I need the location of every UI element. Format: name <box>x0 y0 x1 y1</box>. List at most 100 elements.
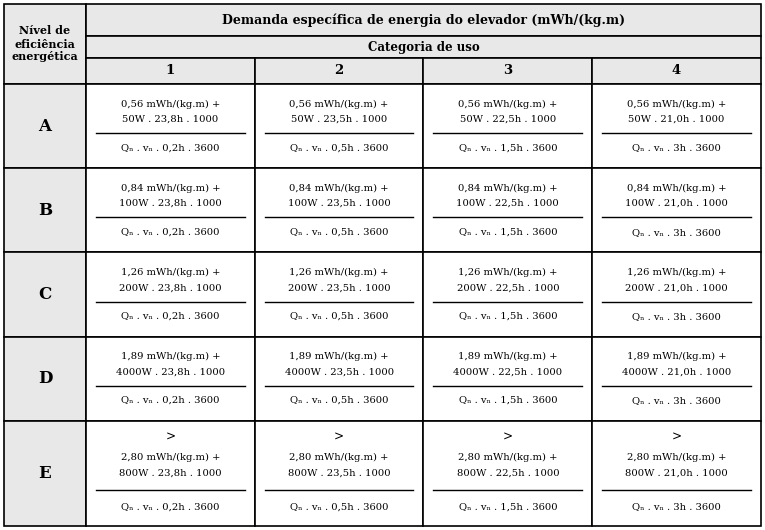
Text: 1,26 mWh/(kg.m) +: 1,26 mWh/(kg.m) + <box>627 268 726 277</box>
Text: 800W . 21,0h . 1000: 800W . 21,0h . 1000 <box>625 469 728 478</box>
Text: 4000W . 23,8h . 1000: 4000W . 23,8h . 1000 <box>116 367 225 376</box>
Text: Nível de: Nível de <box>19 25 70 37</box>
Text: 50W . 23,8h . 1000: 50W . 23,8h . 1000 <box>122 115 219 124</box>
Bar <box>4 84 86 168</box>
Text: 2,80 mWh/(kg.m) +: 2,80 mWh/(kg.m) + <box>627 453 726 462</box>
Text: 0,84 mWh/(kg.m) +: 0,84 mWh/(kg.m) + <box>627 184 727 193</box>
Bar <box>86 337 255 421</box>
Text: 0,56 mWh/(kg.m) +: 0,56 mWh/(kg.m) + <box>627 100 726 109</box>
Bar <box>592 337 761 421</box>
Text: 200W . 23,5h . 1000: 200W . 23,5h . 1000 <box>288 283 390 292</box>
Text: 200W . 21,0h . 1000: 200W . 21,0h . 1000 <box>625 283 728 292</box>
Text: 0,84 mWh/(kg.m) +: 0,84 mWh/(kg.m) + <box>121 184 220 193</box>
Text: 1,89 mWh/(kg.m) +: 1,89 mWh/(kg.m) + <box>121 352 220 361</box>
Text: Qₙ . vₙ . 1,5h . 3600: Qₙ . vₙ . 1,5h . 3600 <box>458 144 557 153</box>
Text: 0,84 mWh/(kg.m) +: 0,84 mWh/(kg.m) + <box>458 184 558 193</box>
Bar <box>255 58 424 84</box>
Text: Qₙ . vₙ . 3h . 3600: Qₙ . vₙ . 3h . 3600 <box>632 396 721 405</box>
Text: Qₙ . vₙ . 1,5h . 3600: Qₙ . vₙ . 1,5h . 3600 <box>458 502 557 511</box>
Text: Categoria de uso: Categoria de uso <box>368 40 480 54</box>
Text: 1,26 mWh/(kg.m) +: 1,26 mWh/(kg.m) + <box>289 268 389 277</box>
Bar <box>255 168 424 252</box>
Bar <box>86 36 761 58</box>
Bar <box>86 84 255 168</box>
Bar <box>255 252 424 337</box>
Text: 50W . 23,5h . 1000: 50W . 23,5h . 1000 <box>291 115 387 124</box>
Bar <box>4 168 86 252</box>
Bar <box>86 58 255 84</box>
Bar <box>86 252 255 337</box>
Bar <box>592 421 761 526</box>
Text: Qₙ . vₙ . 0,2h . 3600: Qₙ . vₙ . 0,2h . 3600 <box>121 396 220 405</box>
Text: >: > <box>672 431 682 444</box>
Bar <box>4 252 86 337</box>
Text: 1,89 mWh/(kg.m) +: 1,89 mWh/(kg.m) + <box>627 352 727 361</box>
Text: Qₙ . vₙ . 3h . 3600: Qₙ . vₙ . 3h . 3600 <box>632 228 721 237</box>
Bar <box>86 168 255 252</box>
Text: 2: 2 <box>334 65 343 77</box>
Text: 2,80 mWh/(kg.m) +: 2,80 mWh/(kg.m) + <box>458 453 558 462</box>
Text: D: D <box>37 370 52 387</box>
Bar <box>424 337 592 421</box>
Bar <box>255 337 424 421</box>
Text: 800W . 23,5h . 1000: 800W . 23,5h . 1000 <box>288 469 390 478</box>
Text: E: E <box>38 465 51 482</box>
Text: 3: 3 <box>503 65 513 77</box>
Text: energética: energética <box>11 51 78 63</box>
Text: 800W . 22,5h . 1000: 800W . 22,5h . 1000 <box>457 469 559 478</box>
Bar <box>424 58 592 84</box>
Text: 4: 4 <box>672 65 682 77</box>
Text: 100W . 23,8h . 1000: 100W . 23,8h . 1000 <box>119 199 222 208</box>
Text: Qₙ . vₙ . 0,5h . 3600: Qₙ . vₙ . 0,5h . 3600 <box>290 396 389 405</box>
Text: Qₙ . vₙ . 0,2h . 3600: Qₙ . vₙ . 0,2h . 3600 <box>121 312 220 321</box>
Bar <box>4 337 86 421</box>
Text: 0,56 mWh/(kg.m) +: 0,56 mWh/(kg.m) + <box>289 100 389 109</box>
Bar <box>4 4 86 84</box>
Text: Demanda específica de energia do elevador (mWh/(kg.m): Demanda específica de energia do elevado… <box>222 13 625 26</box>
Text: 1,26 mWh/(kg.m) +: 1,26 mWh/(kg.m) + <box>458 268 558 277</box>
Text: B: B <box>38 202 52 219</box>
Text: 1: 1 <box>166 65 175 77</box>
Text: Qₙ . vₙ . 1,5h . 3600: Qₙ . vₙ . 1,5h . 3600 <box>458 228 557 237</box>
Text: eficiência: eficiência <box>15 39 76 49</box>
Text: 100W . 23,5h . 1000: 100W . 23,5h . 1000 <box>288 199 390 208</box>
Bar <box>255 84 424 168</box>
Text: 100W . 22,5h . 1000: 100W . 22,5h . 1000 <box>457 199 559 208</box>
Text: Qₙ . vₙ . 0,5h . 3600: Qₙ . vₙ . 0,5h . 3600 <box>290 228 389 237</box>
Text: 0,84 mWh/(kg.m) +: 0,84 mWh/(kg.m) + <box>289 184 389 193</box>
Text: 50W . 21,0h . 1000: 50W . 21,0h . 1000 <box>628 115 724 124</box>
Text: 1,89 mWh/(kg.m) +: 1,89 mWh/(kg.m) + <box>289 352 389 361</box>
Text: 1,26 mWh/(kg.m) +: 1,26 mWh/(kg.m) + <box>121 268 220 277</box>
Text: 4000W . 23,5h . 1000: 4000W . 23,5h . 1000 <box>285 367 394 376</box>
Text: Qₙ . vₙ . 0,5h . 3600: Qₙ . vₙ . 0,5h . 3600 <box>290 144 389 153</box>
Text: 1,89 mWh/(kg.m) +: 1,89 mWh/(kg.m) + <box>458 352 558 361</box>
Text: Qₙ . vₙ . 0,2h . 3600: Qₙ . vₙ . 0,2h . 3600 <box>121 502 220 511</box>
Bar <box>424 84 592 168</box>
Text: Qₙ . vₙ . 0,2h . 3600: Qₙ . vₙ . 0,2h . 3600 <box>121 144 220 153</box>
Text: 100W . 21,0h . 1000: 100W . 21,0h . 1000 <box>625 199 728 208</box>
Text: Qₙ . vₙ . 3h . 3600: Qₙ . vₙ . 3h . 3600 <box>632 502 721 511</box>
Text: A: A <box>38 118 51 135</box>
Bar <box>592 84 761 168</box>
Text: 2,80 mWh/(kg.m) +: 2,80 mWh/(kg.m) + <box>289 453 389 462</box>
Bar <box>424 252 592 337</box>
Text: >: > <box>334 431 344 444</box>
Text: 2,80 mWh/(kg.m) +: 2,80 mWh/(kg.m) + <box>121 453 220 462</box>
Text: 4000W . 22,5h . 1000: 4000W . 22,5h . 1000 <box>454 367 562 376</box>
Text: >: > <box>503 431 513 444</box>
Bar <box>592 252 761 337</box>
Text: C: C <box>38 286 51 303</box>
Bar <box>592 168 761 252</box>
Text: Qₙ . vₙ . 1,5h . 3600: Qₙ . vₙ . 1,5h . 3600 <box>458 396 557 405</box>
Text: Qₙ . vₙ . 1,5h . 3600: Qₙ . vₙ . 1,5h . 3600 <box>458 312 557 321</box>
Bar <box>424 168 592 252</box>
Text: 200W . 22,5h . 1000: 200W . 22,5h . 1000 <box>457 283 559 292</box>
Text: 200W . 23,8h . 1000: 200W . 23,8h . 1000 <box>119 283 222 292</box>
Text: 4000W . 21,0h . 1000: 4000W . 21,0h . 1000 <box>622 367 731 376</box>
Bar <box>86 421 255 526</box>
Text: Qₙ . vₙ . 3h . 3600: Qₙ . vₙ . 3h . 3600 <box>632 312 721 321</box>
Bar <box>255 421 424 526</box>
Bar <box>4 421 86 526</box>
Text: 0,56 mWh/(kg.m) +: 0,56 mWh/(kg.m) + <box>121 100 220 109</box>
Bar <box>86 4 761 36</box>
